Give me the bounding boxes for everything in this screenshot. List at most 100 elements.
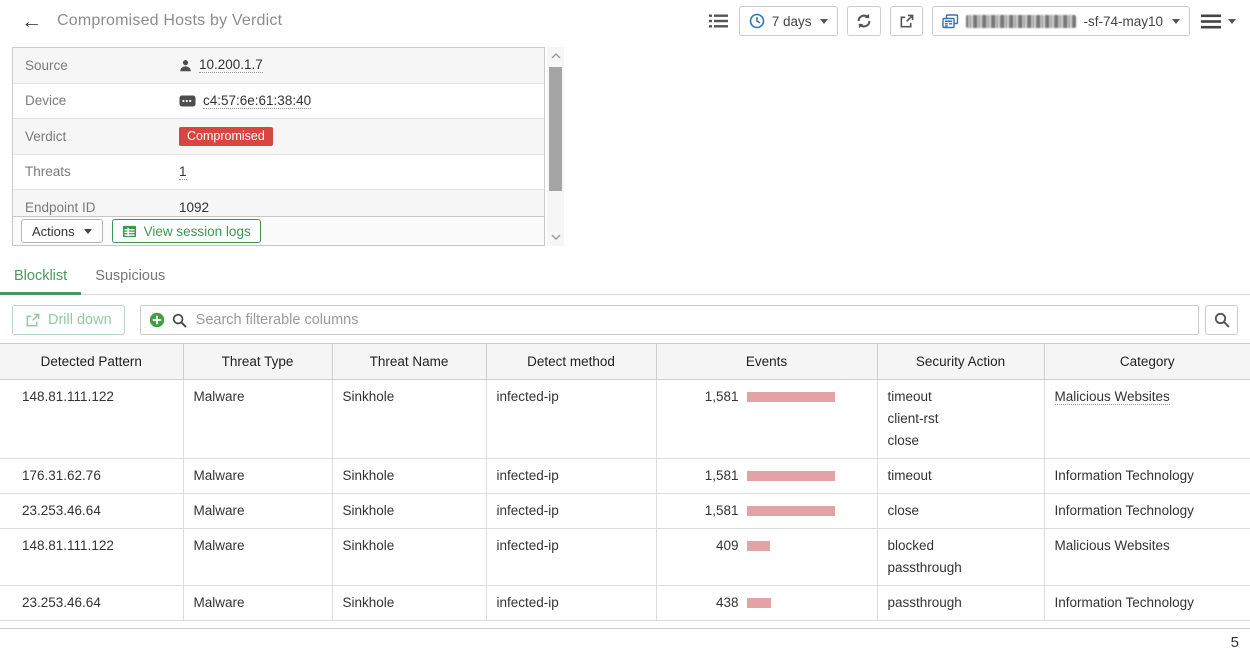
detail-label: Endpoint ID [25, 199, 96, 215]
chevron-down-icon [820, 18, 829, 24]
refresh-button[interactable] [847, 6, 882, 36]
tab-suspicious-label: Suspicious [95, 268, 166, 284]
hamburger-menu[interactable] [1199, 14, 1238, 29]
security-action-cell: close [876, 493, 1045, 529]
back-arrow-icon[interactable]: ← [21, 9, 42, 33]
devices-icon [942, 13, 959, 28]
detail-label: Verdict [25, 128, 67, 144]
device-selector-dropdown[interactable]: -sf-74-may10 [932, 6, 1190, 36]
detected-pattern-cell: 148.81.111.122 [0, 528, 184, 586]
detail-row-threats: Threats 1 [13, 155, 544, 190]
chevron-up-icon [551, 53, 560, 59]
category-value[interactable]: Malicious Websites [1054, 389, 1170, 405]
events-value: 1,581 [704, 468, 739, 483]
events-flex: 1,581 [657, 465, 877, 487]
host-detail-area: Source 10.200.1.7 Device c4:57:6e:61:38:… [12, 47, 1250, 246]
column-header-detect-method[interactable]: Detect method [485, 343, 657, 380]
table-row[interactable]: 148.81.111.122 Malware Sinkhole infected-ip… [0, 379, 1250, 459]
threat-table: Detected Pattern Threat Type Threat Name… [0, 343, 1250, 621]
scrollbar-track[interactable] [547, 65, 564, 228]
host-detail-rows: Source 10.200.1.7 Device c4:57:6e:61:38:… [13, 48, 544, 216]
endpoint-icon [179, 95, 196, 107]
events-value: 438 [715, 595, 739, 610]
device-name-suffix: -sf-74-may10 [1083, 13, 1163, 29]
detail-value-threats: 1 [179, 164, 187, 180]
column-header-events[interactable]: Events [655, 343, 878, 380]
search-input[interactable] [193, 311, 1190, 329]
view-session-logs-button[interactable]: View session logs [111, 219, 261, 243]
category-value: Information Technology [1054, 503, 1194, 518]
table-row[interactable]: 148.81.111.122 Malware Sinkhole infected-ip… [0, 528, 1250, 586]
column-header-security-action[interactable]: Security Action [876, 343, 1045, 380]
drill-down-button[interactable]: Drill down [12, 305, 125, 335]
events-value: 1,581 [704, 389, 739, 404]
detected-pattern-cell: 23.253.46.64 [0, 585, 184, 621]
events-flex: 1,581 [657, 500, 877, 522]
filter-search-box [139, 305, 1199, 335]
tab-suspicious[interactable]: Suspicious [81, 258, 179, 294]
tab-bar: Blocklist Suspicious [0, 258, 1250, 295]
threat-name-cell: Sinkhole [331, 493, 487, 529]
view-session-logs-label: View session logs [143, 223, 251, 239]
chevron-down-icon [551, 234, 560, 240]
column-header-detected-pattern[interactable]: Detected Pattern [0, 343, 184, 380]
detail-row-source: Source 10.200.1.7 [13, 48, 544, 84]
threat-count-link[interactable]: 1 [179, 163, 187, 180]
top-bar-controls: 7 days -sf-74-may10 [707, 6, 1238, 36]
scroll-down-button[interactable] [547, 228, 564, 246]
popout-icon [26, 313, 40, 326]
content-spacer [0, 621, 1250, 628]
threat-table-header: Detected Pattern Threat Type Threat Name… [0, 343, 1250, 380]
threat-name-cell: Sinkhole [331, 379, 487, 459]
endpoint-id-value: 1092 [179, 199, 210, 215]
open-in-new-window-button[interactable] [890, 6, 924, 36]
popout-icon [901, 14, 914, 27]
events-cell: 1,581 [655, 379, 878, 459]
column-header-threat-type[interactable]: Threat Type [182, 343, 333, 380]
add-filter-icon[interactable] [149, 312, 165, 328]
clock-icon [749, 13, 764, 29]
events-value: 409 [715, 538, 739, 553]
search-icon [1214, 312, 1229, 328]
refresh-icon [858, 13, 871, 29]
detail-value-source: 10.200.1.7 [179, 57, 263, 74]
category-value: Information Technology [1054, 595, 1194, 610]
detected-pattern-cell: 23.253.46.64 [0, 493, 184, 529]
detail-value-device: c4:57:6e:61:38:40 [179, 92, 312, 109]
category-value: Malicious Websites [1054, 538, 1170, 553]
search-button[interactable] [1205, 305, 1238, 335]
host-detail-panel: Source 10.200.1.7 Device c4:57:6e:61:38:… [12, 47, 545, 246]
column-header-category[interactable]: Category [1043, 343, 1250, 380]
threat-name-cell: Sinkhole [331, 528, 487, 586]
scroll-up-button[interactable] [547, 47, 564, 65]
detected-pattern-cell: 148.81.111.122 [0, 379, 184, 459]
threat-type-cell: Malware [182, 379, 333, 459]
detect-method-cell: infected-ip [485, 458, 657, 494]
column-settings-icon[interactable] [707, 11, 730, 31]
detail-label: Threats [25, 164, 71, 180]
column-header-threat-name[interactable]: Threat Name [331, 343, 487, 380]
threat-type-cell: Malware [182, 493, 333, 529]
hamburger-icon [1201, 14, 1221, 28]
scrollbar-thumb[interactable] [549, 67, 562, 191]
detail-value-verdict: Compromised [179, 126, 273, 146]
tab-blocklist[interactable]: Blocklist [0, 258, 82, 295]
table-row[interactable]: 23.253.46.64 Malware Sinkhole infected-ip 1,… [0, 493, 1250, 529]
time-range-label: 7 days [771, 13, 812, 29]
time-range-dropdown[interactable]: 7 days [738, 6, 839, 36]
detail-scrollbar [547, 47, 564, 246]
category-cell: Malicious Websites [1043, 528, 1250, 586]
detect-method-cell: infected-ip [485, 379, 657, 459]
events-cell: 1,581 [655, 458, 878, 494]
table-row[interactable]: 23.253.46.64 Malware Sinkhole infected-ip 43… [0, 585, 1250, 621]
security-action-cell: blocked passthrough [876, 528, 1045, 586]
category-cell: Information Technology [1043, 493, 1250, 529]
events-bar [746, 392, 835, 402]
actions-dropdown-button[interactable]: Actions [21, 219, 103, 243]
threat-name-cell: Sinkhole [331, 585, 487, 621]
category-cell: Malicious Websites [1043, 379, 1250, 459]
device-mac-link[interactable]: c4:57:6e:61:38:40 [203, 92, 312, 109]
source-ip-link[interactable]: 10.200.1.7 [199, 57, 263, 74]
table-row[interactable]: 176.31.62.76 Malware Sinkhole infected-ip 1,… [0, 458, 1250, 494]
threat-type-cell: Malware [182, 585, 333, 621]
